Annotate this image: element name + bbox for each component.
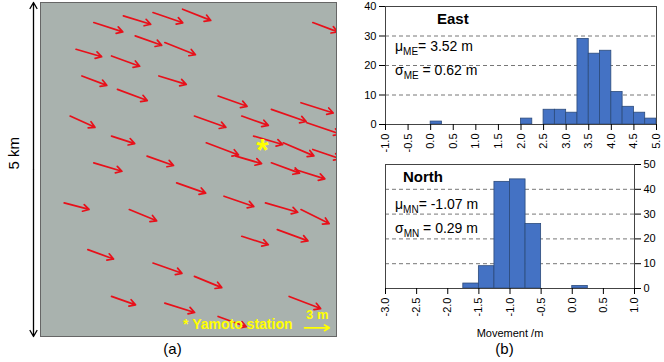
svg-text:Movement /m: Movement /m (477, 327, 544, 339)
svg-text:-3.0: -3.0 (379, 298, 391, 317)
svg-text:30: 30 (364, 30, 376, 42)
svg-text:20: 20 (364, 59, 376, 71)
svg-text:20: 20 (644, 232, 656, 244)
html-text:(a): (a) (163, 340, 182, 357)
svg-text:40: 40 (364, 0, 376, 12)
svg-text:-1.0: -1.0 (504, 298, 516, 317)
svg-text:* Yamoto station: * Yamoto station (183, 316, 292, 332)
svg-text:-2.5: -2.5 (410, 298, 422, 317)
html-text:(b): (b) (495, 340, 514, 357)
svg-text:0.0: 0.0 (424, 134, 436, 149)
svg-text:5.0: 5.0 (650, 134, 662, 149)
svg-text:30: 30 (644, 208, 656, 220)
svg-text:1.5: 1.5 (492, 134, 504, 149)
svg-text:-2.0: -2.0 (441, 298, 453, 317)
svg-text:0.5: 0.5 (447, 134, 459, 149)
svg-text:3.0: 3.0 (560, 134, 572, 149)
svg-text:50: 50 (644, 158, 656, 170)
svg-text:0: 0 (644, 282, 650, 294)
svg-text:0: 0 (370, 118, 376, 130)
svg-text:2.0: 2.0 (515, 134, 527, 149)
svg-text:-1.5: -1.5 (472, 298, 484, 317)
svg-text:3.5: 3.5 (582, 134, 594, 149)
html-text:North: North (403, 168, 443, 185)
svg-text:1.0: 1.0 (628, 298, 640, 313)
svg-text:*: * (256, 132, 269, 168)
svg-text:4.5: 4.5 (627, 134, 639, 149)
svg-text:-0.5: -0.5 (535, 298, 547, 317)
svg-text:2.5: 2.5 (537, 134, 549, 149)
svg-text:40: 40 (644, 183, 656, 195)
svg-text:4.0: 4.0 (605, 134, 617, 149)
svg-text:-1.0: -1.0 (379, 134, 391, 153)
svg-text:10: 10 (644, 257, 656, 269)
html-text:σMN= 0.29 m: σMN= 0.29 m (395, 220, 478, 239)
html-text:μMN= -1.07 m: μMN= -1.07 m (395, 196, 479, 215)
html-text:σME= 0.62 m: σME= 0.62 m (395, 62, 478, 81)
svg-text:10: 10 (364, 89, 376, 101)
svg-text:5 km: 5 km (5, 137, 22, 170)
svg-text:0.0: 0.0 (566, 298, 578, 313)
html-text:μME= 3.52 m: μME= 3.52 m (395, 38, 473, 57)
svg-text:3 m: 3 m (306, 307, 328, 322)
svg-text:0.5: 0.5 (597, 298, 609, 313)
html-text:East: East (437, 10, 469, 27)
svg-text:-0.5: -0.5 (402, 134, 414, 153)
svg-text:1.0: 1.0 (469, 134, 481, 149)
